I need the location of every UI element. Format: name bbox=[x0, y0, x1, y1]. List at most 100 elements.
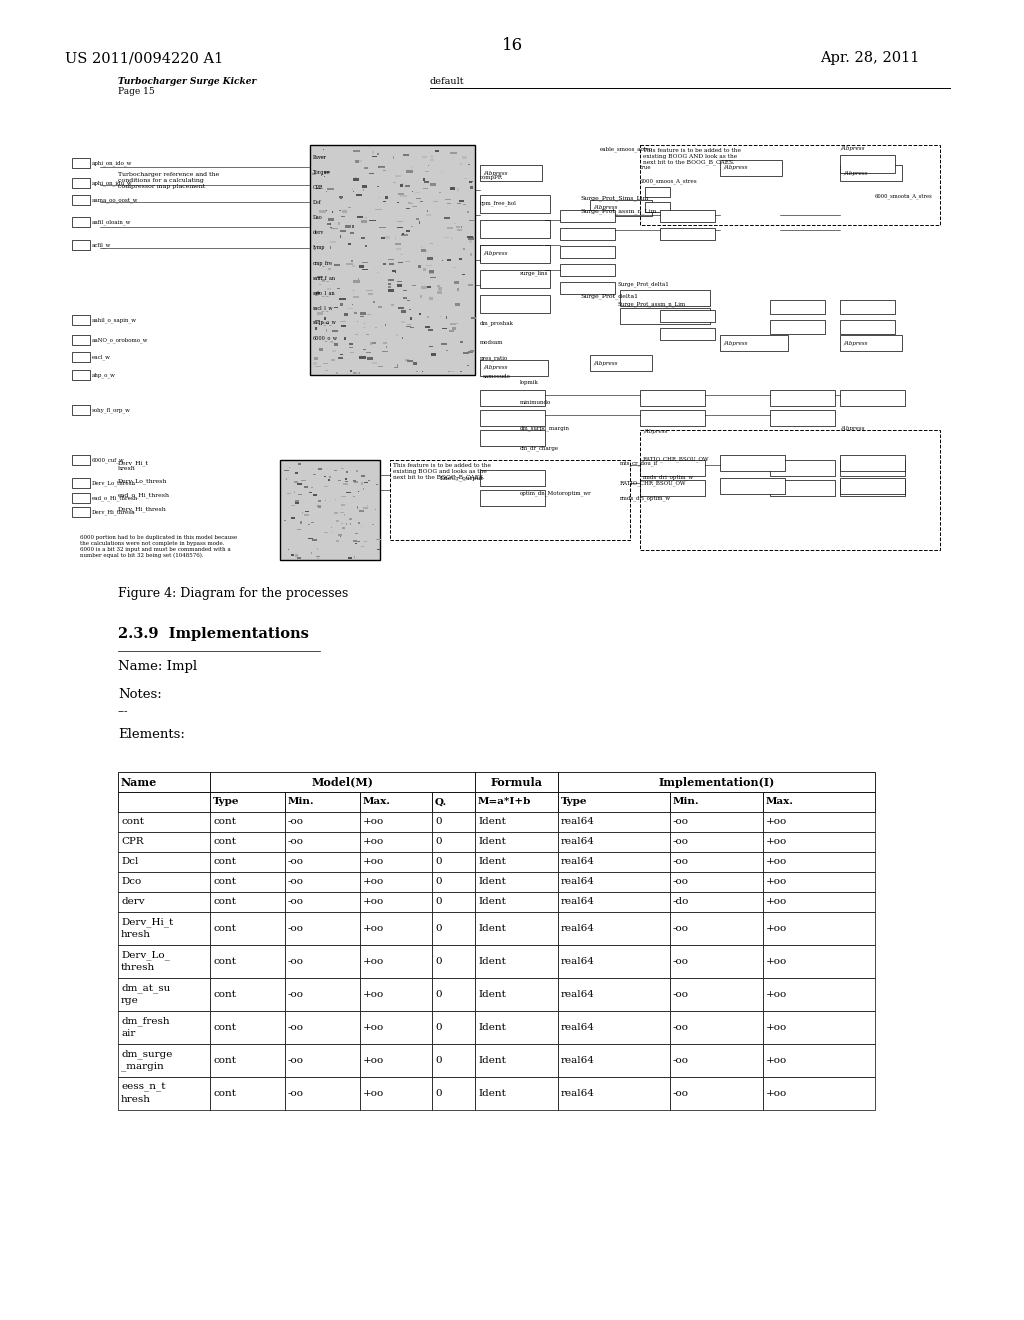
Bar bbox=[454, 281, 459, 284]
Text: 0: 0 bbox=[435, 817, 441, 826]
Bar bbox=[365, 218, 367, 219]
Bar bbox=[396, 364, 398, 367]
Bar bbox=[558, 945, 670, 978]
Text: samosudo: samosudo bbox=[483, 374, 511, 379]
Bar bbox=[840, 300, 895, 314]
Bar bbox=[456, 226, 460, 228]
Text: cont: cont bbox=[213, 1056, 236, 1065]
Bar bbox=[118, 892, 210, 912]
Bar bbox=[590, 201, 652, 216]
Text: +oo: +oo bbox=[362, 858, 384, 866]
Bar bbox=[316, 548, 318, 549]
Text: +oo: +oo bbox=[766, 858, 787, 866]
Text: aphi_on_idu_w: aphi_on_idu_w bbox=[92, 181, 133, 186]
Bar bbox=[301, 479, 306, 482]
Bar bbox=[406, 185, 410, 187]
Bar bbox=[409, 309, 412, 310]
Bar bbox=[840, 319, 895, 334]
Bar bbox=[421, 249, 426, 252]
Bar bbox=[341, 215, 345, 218]
Bar bbox=[385, 325, 386, 326]
Bar bbox=[420, 201, 423, 202]
Text: 6000 portion had to be duplicated in this model because
the calculations were no: 6000 portion had to be duplicated in thi… bbox=[80, 535, 238, 558]
Bar bbox=[427, 315, 429, 318]
Bar bbox=[285, 1077, 360, 1110]
Bar bbox=[411, 317, 412, 319]
Bar bbox=[720, 455, 785, 471]
Bar bbox=[660, 210, 715, 222]
Text: +oo: +oo bbox=[362, 1056, 384, 1065]
Bar bbox=[355, 160, 361, 162]
Bar bbox=[360, 912, 432, 945]
Bar bbox=[451, 152, 457, 153]
Bar bbox=[441, 172, 442, 173]
Bar bbox=[413, 285, 417, 286]
Text: -oo: -oo bbox=[288, 990, 304, 999]
Text: real64: real64 bbox=[561, 1023, 595, 1032]
Bar bbox=[407, 231, 410, 232]
Bar bbox=[447, 259, 451, 261]
Text: +oo: +oo bbox=[766, 1089, 787, 1098]
Bar bbox=[330, 240, 336, 243]
Bar bbox=[210, 851, 285, 873]
Text: 6000_smoos_A_stres: 6000_smoos_A_stres bbox=[640, 178, 697, 183]
Text: Derv_Lo_thresh: Derv_Lo_thresh bbox=[118, 478, 167, 483]
Text: /Abpress: /Abpress bbox=[643, 429, 668, 434]
Bar bbox=[317, 469, 322, 470]
Bar bbox=[452, 327, 457, 330]
Text: real64: real64 bbox=[561, 957, 595, 966]
Text: 16: 16 bbox=[502, 37, 522, 54]
Bar bbox=[763, 892, 874, 912]
Bar bbox=[378, 306, 382, 308]
Bar bbox=[323, 279, 325, 281]
Bar bbox=[670, 912, 763, 945]
Bar bbox=[360, 475, 366, 477]
Text: Torque: Torque bbox=[313, 170, 331, 176]
Bar bbox=[460, 162, 462, 165]
Bar bbox=[338, 223, 340, 226]
Bar bbox=[398, 308, 404, 309]
Bar bbox=[558, 851, 670, 873]
Bar bbox=[432, 851, 475, 873]
Bar bbox=[763, 912, 874, 945]
Bar bbox=[72, 178, 90, 187]
Bar bbox=[427, 257, 433, 260]
Bar bbox=[392, 156, 394, 160]
Bar bbox=[72, 455, 90, 465]
Bar bbox=[364, 166, 369, 169]
Text: +oo: +oo bbox=[362, 924, 384, 933]
Bar bbox=[352, 226, 353, 228]
Bar bbox=[470, 186, 473, 189]
Bar bbox=[350, 370, 352, 372]
Bar bbox=[348, 557, 351, 560]
Bar bbox=[446, 227, 454, 230]
Bar bbox=[770, 459, 835, 477]
Bar bbox=[398, 193, 404, 195]
Text: 6000_o_w: 6000_o_w bbox=[313, 335, 338, 341]
Bar bbox=[411, 226, 413, 227]
Bar bbox=[480, 165, 542, 181]
Text: Elements:: Elements: bbox=[118, 729, 185, 741]
Bar bbox=[459, 201, 464, 202]
Bar bbox=[298, 494, 302, 495]
Bar bbox=[340, 230, 346, 232]
Bar bbox=[336, 372, 338, 375]
Bar bbox=[298, 463, 301, 465]
Text: pres_ratio: pres_ratio bbox=[480, 355, 508, 360]
Bar bbox=[467, 236, 473, 238]
Bar bbox=[340, 512, 344, 513]
Bar bbox=[389, 263, 394, 265]
Bar bbox=[338, 358, 343, 359]
Bar bbox=[326, 322, 330, 325]
Bar bbox=[383, 264, 386, 265]
Bar bbox=[432, 832, 475, 851]
Bar bbox=[360, 851, 432, 873]
Text: Dao: Dao bbox=[313, 215, 323, 220]
Bar bbox=[118, 812, 210, 832]
Bar bbox=[670, 851, 763, 873]
Text: Type: Type bbox=[213, 797, 240, 807]
Text: real64: real64 bbox=[561, 837, 595, 846]
Bar bbox=[471, 317, 476, 319]
Bar bbox=[210, 1044, 285, 1077]
Bar bbox=[355, 160, 358, 162]
